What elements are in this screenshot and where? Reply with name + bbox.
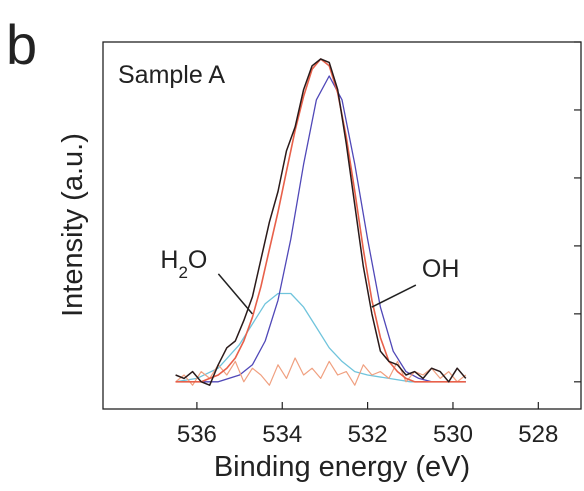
y-axis-label: Intensity (a.u.) <box>57 133 89 317</box>
sample-label: Sample A <box>118 61 225 89</box>
y-axis-ticks <box>574 41 581 383</box>
x-axis-label: Binding energy (eV) <box>214 451 470 483</box>
plot-frame <box>102 41 582 410</box>
x-tick-label: 536 <box>177 421 217 448</box>
series-measured <box>175 58 467 386</box>
x-tick-label: 532 <box>348 421 388 448</box>
x-axis-ticks: 536 534 532 530 528 <box>177 402 558 448</box>
series-component-H2O <box>175 292 466 383</box>
x-tick-label: 530 <box>433 421 473 448</box>
annotation-leader-h2o <box>217 273 253 315</box>
series-group <box>175 58 467 386</box>
x-tick-label: 534 <box>262 421 302 448</box>
annotation-oh: OH <box>422 255 460 283</box>
panel-label: b <box>6 13 37 76</box>
series-residual <box>175 357 467 386</box>
x-tick-label: 528 <box>518 421 558 448</box>
annotations: H2O OH <box>160 246 460 315</box>
annotation-leader-oh <box>371 284 417 308</box>
annotation-h2o: H2O <box>160 246 207 282</box>
series-component-OH <box>175 75 466 383</box>
